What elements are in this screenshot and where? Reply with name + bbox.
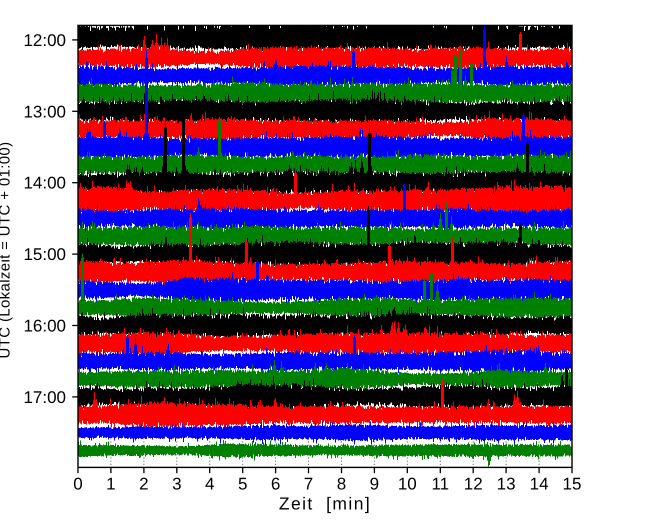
svg-text:17:00: 17:00 [23, 388, 66, 407]
svg-text:11: 11 [431, 475, 449, 494]
svg-text:8: 8 [337, 475, 346, 494]
svg-text:14:00: 14:00 [23, 174, 66, 193]
svg-text:5: 5 [238, 475, 247, 494]
svg-text:10: 10 [398, 475, 417, 494]
svg-text:12:00: 12:00 [23, 31, 66, 50]
svg-text:15: 15 [563, 475, 582, 494]
svg-text:16:00: 16:00 [23, 317, 66, 336]
svg-text:14: 14 [530, 475, 549, 494]
svg-text:3: 3 [172, 475, 181, 494]
svg-text:4: 4 [205, 475, 214, 494]
svg-text:15:00: 15:00 [23, 245, 66, 264]
svg-text:0: 0 [73, 475, 82, 494]
svg-text:12: 12 [464, 475, 483, 494]
svg-text:9: 9 [370, 475, 379, 494]
svg-text:13: 13 [497, 475, 516, 494]
svg-text:6: 6 [271, 475, 280, 494]
svg-text:7: 7 [304, 475, 313, 494]
svg-text:1: 1 [106, 475, 115, 494]
svg-text:Zeit [min]: Zeit [min] [279, 494, 371, 514]
svg-text:13:00: 13:00 [23, 102, 66, 121]
svg-text:2: 2 [139, 475, 148, 494]
svg-text:UTC (Lokalzeit = UTC + 01:00): UTC (Lokalzeit = UTC + 01:00) [0, 142, 14, 359]
